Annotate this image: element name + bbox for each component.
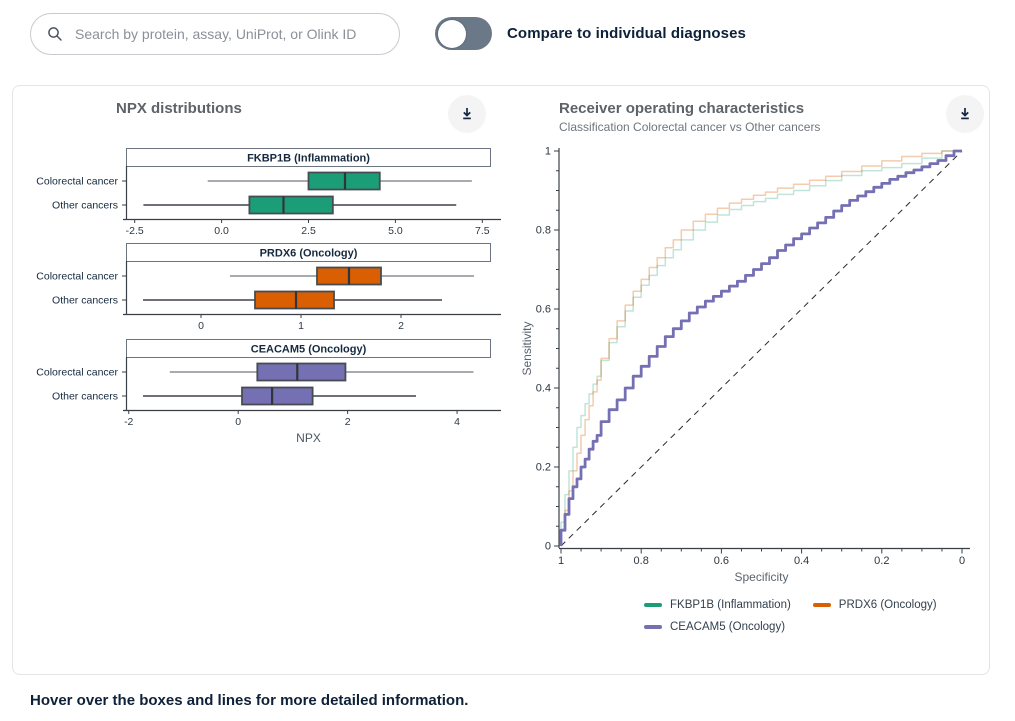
npx-panel-title: NPX distributions	[116, 100, 242, 117]
category-label: Other cancers	[52, 200, 118, 212]
x-tick-label: 1	[298, 320, 304, 332]
y-axis-title: Sensitivity	[520, 321, 534, 375]
y-tick-label: 0	[545, 541, 551, 553]
hover-hint: Hover over the boxes and lines for more …	[30, 692, 469, 709]
x-tick-label: 0.4	[794, 555, 809, 567]
legend-item[interactable]: FKBP1B (Inflammation)	[644, 599, 791, 611]
search-icon	[48, 27, 62, 41]
legend-label: FKBP1B (Inflammation)	[670, 599, 791, 611]
x-tick-label: 0	[235, 416, 241, 428]
box[interactable]	[254, 290, 335, 310]
diagonal-reference-line	[560, 150, 963, 547]
boxplot-group-1: FKBP1B (Inflammation) -2.5 0.0 2.5 5.0 7.5 Col…	[36, 148, 501, 237]
roc-panel-subtitle: Classification Colorectal cancer vs Othe…	[559, 120, 821, 134]
x-tick-label: 7.5	[475, 225, 490, 237]
npx-download-button[interactable]	[448, 95, 486, 133]
boxplot-group-2: PRDX6 (Oncology) 0 1 2 Colorectal cancer Othe…	[36, 243, 501, 332]
x-tick-label: 0.2	[874, 555, 889, 567]
x-axis-title: Specificity	[734, 570, 788, 584]
search-input[interactable]	[73, 25, 383, 43]
category-label: Other cancers	[52, 295, 118, 307]
legend-swatch	[812, 603, 831, 607]
x-tick-label: 0.8	[634, 555, 649, 567]
assay-header-box	[126, 243, 491, 262]
y-tick-label: 0.8	[536, 225, 551, 237]
x-tick-label: 2	[345, 416, 351, 428]
x-tick-label: 0	[198, 320, 204, 332]
y-tick-label: 0.4	[536, 383, 551, 395]
category-label: Other cancers	[52, 391, 118, 403]
boxplot-group-3: CEACAM5 (Oncology) -2 0 2 4 Colorectal cancer…	[36, 339, 501, 445]
legend-label: PRDX6 (Oncology)	[838, 599, 937, 611]
roc-legend: FKBP1B (Inflammation) PRDX6 (Oncology) CEA…	[644, 599, 937, 633]
compare-diagnoses-toggle[interactable]	[435, 17, 492, 50]
search-bar[interactable]	[30, 13, 400, 55]
results-card: NPX distributions FKBP1B (Inflammation) -…	[12, 85, 990, 675]
roc-curve-2[interactable]	[559, 149, 962, 546]
legend-label: CEACAM5 (Oncology)	[670, 621, 786, 633]
roc-chart: 100.80.20.60.40.40.60.20.801SensitivityS…	[520, 146, 970, 584]
x-tick-label: 0	[959, 555, 965, 567]
assay-title: PRDX6 (Oncology)	[260, 248, 358, 260]
roc-panel-title: Receiver operating characteristics	[559, 100, 805, 117]
box[interactable]	[241, 386, 314, 406]
category-label: Colorectal cancer	[36, 271, 118, 283]
x-tick-label: 1	[558, 555, 564, 567]
category-label: Colorectal cancer	[36, 367, 118, 379]
x-tick-label: 2.5	[301, 225, 316, 237]
legend-item[interactable]: CEACAM5 (Oncology)	[644, 621, 785, 633]
toggle-knob[interactable]	[437, 19, 466, 48]
x-tick-label: 2	[398, 320, 404, 332]
x-tick-label: -2.5	[126, 225, 144, 237]
assay-header-box	[126, 148, 491, 167]
assay-header-box	[126, 339, 491, 358]
y-tick-label: 0.2	[536, 462, 551, 474]
legend-swatch	[644, 625, 662, 629]
roc-curve-1[interactable]	[560, 150, 962, 546]
category-label: Colorectal cancer	[36, 176, 118, 188]
x-tick-label: 0.0	[214, 225, 229, 237]
assay-title: FKBP1B (Inflammation)	[247, 153, 370, 165]
download-icon	[961, 108, 969, 120]
legend-item[interactable]: PRDX6 (Oncology)	[812, 599, 937, 611]
compare-diagnoses-label: Compare to individual diagnoses	[507, 25, 746, 42]
box[interactable]	[248, 195, 334, 215]
roc-download-button[interactable]	[946, 95, 984, 133]
download-icon	[463, 108, 471, 120]
x-tick-label: 5.0	[388, 225, 403, 237]
x-tick-label: -2	[124, 416, 133, 428]
y-tick-label: 1	[545, 146, 551, 158]
legend-swatch	[644, 603, 662, 607]
x-axis-title: NPX	[296, 431, 321, 445]
roc-curve-0[interactable]	[560, 150, 962, 546]
box[interactable]	[256, 362, 347, 382]
assay-title: CEACAM5 (Oncology)	[251, 344, 367, 356]
y-tick-label: 0.6	[536, 304, 551, 316]
x-tick-label: 0.6	[714, 555, 729, 567]
x-tick-label: 4	[454, 416, 460, 428]
